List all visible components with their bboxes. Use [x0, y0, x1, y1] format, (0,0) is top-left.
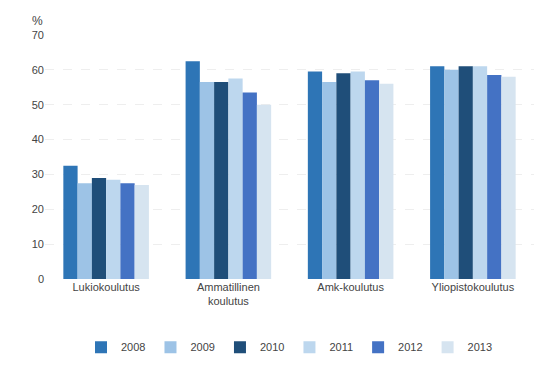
svg-text:20: 20: [32, 203, 44, 215]
svg-text:70: 70: [32, 29, 44, 41]
svg-text:40: 40: [32, 133, 44, 145]
svg-text:Lukiokoulutus: Lukiokoulutus: [72, 281, 140, 293]
svg-text:Amk-koulutus: Amk-koulutus: [317, 281, 384, 293]
svg-text:2011: 2011: [329, 341, 353, 353]
svg-text:2010: 2010: [260, 341, 284, 353]
svg-text:0: 0: [38, 273, 44, 285]
svg-text:2013: 2013: [468, 341, 492, 353]
svg-text:%: %: [32, 14, 43, 28]
svg-text:Ammatillinenkoulutus: Ammatillinenkoulutus: [197, 281, 260, 307]
svg-text:60: 60: [32, 64, 44, 76]
svg-text:10: 10: [32, 238, 44, 250]
svg-text:2009: 2009: [190, 341, 214, 353]
svg-text:50: 50: [32, 99, 44, 111]
svg-text:30: 30: [32, 168, 44, 180]
svg-text:Yliopistokoulutus: Yliopistokoulutus: [432, 281, 515, 293]
svg-text:2012: 2012: [398, 341, 422, 353]
svg-text:2008: 2008: [121, 341, 145, 353]
